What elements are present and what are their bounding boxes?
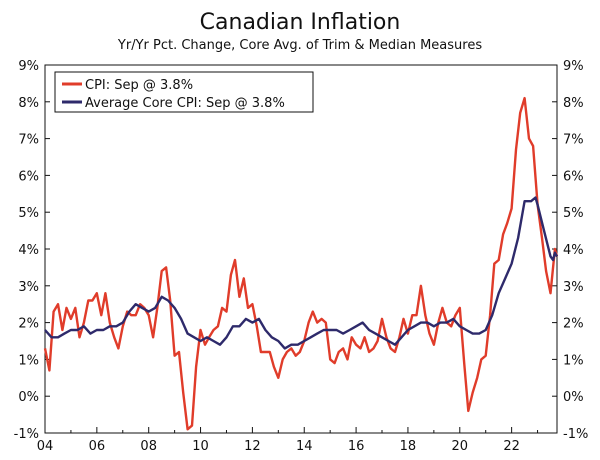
series-lines [43, 96, 559, 431]
y-tick-label: 2% [563, 317, 584, 332]
y-tick-label: 4% [18, 243, 39, 258]
y-tick-label: 0% [18, 390, 39, 405]
y-tick-label: -1% [14, 427, 39, 442]
y-tick-label: 6% [563, 169, 584, 184]
y-tick-label: 1% [563, 353, 584, 368]
series-line-1 [44, 196, 559, 350]
y-tick-label: -1% [563, 427, 588, 442]
y-tick-label: 6% [18, 169, 39, 184]
plot-border [44, 64, 558, 434]
y-tick-label: 7% [563, 133, 584, 148]
x-tick-label: 10 [192, 439, 209, 454]
legend-label: Average Core CPI: Sep @ 3.8% [85, 96, 285, 111]
y-tick-label: 9% [18, 59, 39, 74]
y-tick-label: 0% [563, 390, 584, 405]
y-tick-label: 7% [18, 133, 39, 148]
x-tick-label: 08 [140, 439, 157, 454]
legend: CPI: Sep @ 3.8% Average Core CPI: Sep @ 3… [54, 71, 314, 113]
y-tick-label: 1% [18, 353, 39, 368]
x-tick-label: 18 [400, 439, 417, 454]
x-tick-label: 14 [296, 439, 313, 454]
x-tick-label: 06 [89, 439, 106, 454]
x-axis: 04 06 08 10 12 14 16 18 20 22 [37, 427, 539, 454]
y-tick-label: 5% [18, 206, 39, 221]
x-tick-label: 20 [452, 439, 469, 454]
y-tick-label: 2% [18, 317, 39, 332]
chart-title: Canadian Inflation [199, 10, 401, 35]
y-tick-label: 3% [563, 280, 584, 295]
y-tick-label: 5% [563, 206, 584, 221]
y-axis-left: -1% 0% 1% 2% 3% 4% 5% 6% 7% 8% 9% [14, 59, 50, 442]
y-tick-label: 8% [563, 96, 584, 111]
y-tick-label: 3% [18, 280, 39, 295]
x-tick-label: 04 [37, 439, 54, 454]
legend-box [54, 71, 314, 113]
legend-label: CPI: Sep @ 3.8% [85, 78, 193, 93]
y-tick-label: 9% [563, 59, 584, 74]
y-axis-right: -1% 0% 1% 2% 3% 4% 5% 6% 7% 8% 9% [552, 59, 588, 442]
plot-frame [44, 64, 558, 434]
x-tick-label: 22 [503, 439, 520, 454]
chart-subtitle: Yr/Yr Pct. Change, Core Avg. of Trim & M… [117, 38, 483, 53]
y-tick-label: 8% [18, 96, 39, 111]
series-line-0 [43, 96, 559, 431]
x-tick-label: 16 [348, 439, 365, 454]
x-tick-label: 12 [244, 439, 261, 454]
y-tick-label: 4% [563, 243, 584, 258]
